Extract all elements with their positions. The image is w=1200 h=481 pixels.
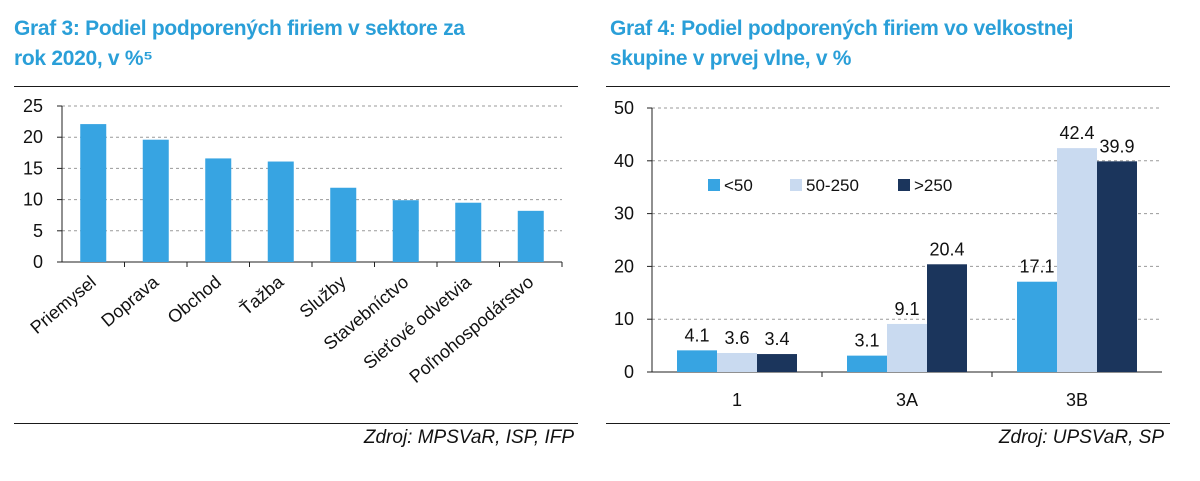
chart-title-size-group: Graf 4: Podiel podporených firiem vo vel… [610,14,1073,74]
y-tick-label: 0 [33,252,43,272]
x-tick-label: 3B [1066,390,1088,410]
x-tick-label: 3A [896,390,918,410]
data-label: 9.1 [894,299,919,319]
x-tick-label: Priemysel [26,272,99,338]
data-label: 20.4 [929,239,964,259]
bar [80,124,107,262]
chart-title-line-2: skupine v prvej vlne, v % [610,47,852,70]
x-tick-label: Doprava [97,271,163,331]
chart-title-sector: Graf 3: Podiel podporených firiem v sekt… [14,14,465,74]
chart-title-line-2: rok 2020, v %⁵ [14,47,153,70]
legend-label: >250 [914,176,952,195]
bar [757,354,797,372]
top-rule [606,86,1170,87]
y-tick-label: 15 [23,158,43,178]
bar [392,200,419,262]
data-label: 39.9 [1099,136,1134,156]
data-label: 17.1 [1019,257,1054,277]
bar [1017,281,1057,372]
legend-label: 50-250 [806,176,859,195]
bar [677,350,717,372]
data-label: 4.1 [684,325,709,345]
y-tick-label: 5 [33,221,43,241]
top-rule [14,86,578,87]
x-tick-label: Ťažba [236,271,288,319]
x-tick-label: Obchod [164,272,225,328]
y-tick-label: 40 [614,151,634,171]
bar [927,264,967,372]
data-label: 3.4 [764,329,789,349]
data-label: 3.1 [854,331,879,351]
size-group-bar-chart: 0 10 20 30 40 50 1 4.1 3.6 3.4 3A 3.1 9.1 20.4 3B 17.1 4… [614,98,1162,410]
x-tick-label: Služby [296,272,350,322]
bar [517,210,544,262]
bar [887,323,927,372]
bar [330,187,357,262]
x-tick-label: 1 [732,390,742,410]
bar [267,161,294,262]
bar [142,139,169,262]
data-label: 42.4 [1059,123,1094,143]
bar [455,202,482,262]
y-tick-label: 50 [614,98,634,118]
bottom-rule [14,423,578,424]
source-note: Zdroj: MPSVaR, ISP, IFP [363,427,574,448]
bar [1057,148,1097,372]
x-tick-label: Sieťové odvetvia [359,271,475,373]
bar [1097,161,1137,372]
y-tick-label: 25 [23,96,43,116]
y-tick-label: 10 [23,190,43,210]
y-tick-label: 20 [23,127,43,147]
chart-title-line-1: Graf 4: Podiel podporených firiem vo vel… [610,17,1074,40]
y-tick-label: 20 [614,256,634,276]
y-tick-label: 0 [624,362,634,382]
bar [847,355,887,372]
bottom-rule [606,423,1170,424]
legend-swatch [708,179,720,191]
chart-title-line-1: Graf 3: Podiel podporených firiem v sekt… [14,17,465,40]
y-tick-label: 30 [614,204,634,224]
bar [205,158,232,262]
legend-swatch [898,179,910,191]
bar [717,352,757,372]
y-tick-label: 10 [614,309,634,329]
data-label: 3.6 [724,328,749,348]
legend-label: <50 [724,176,753,195]
legend-swatch [790,179,802,191]
source-note: Zdroj: UPSVaR, SP [998,427,1164,448]
